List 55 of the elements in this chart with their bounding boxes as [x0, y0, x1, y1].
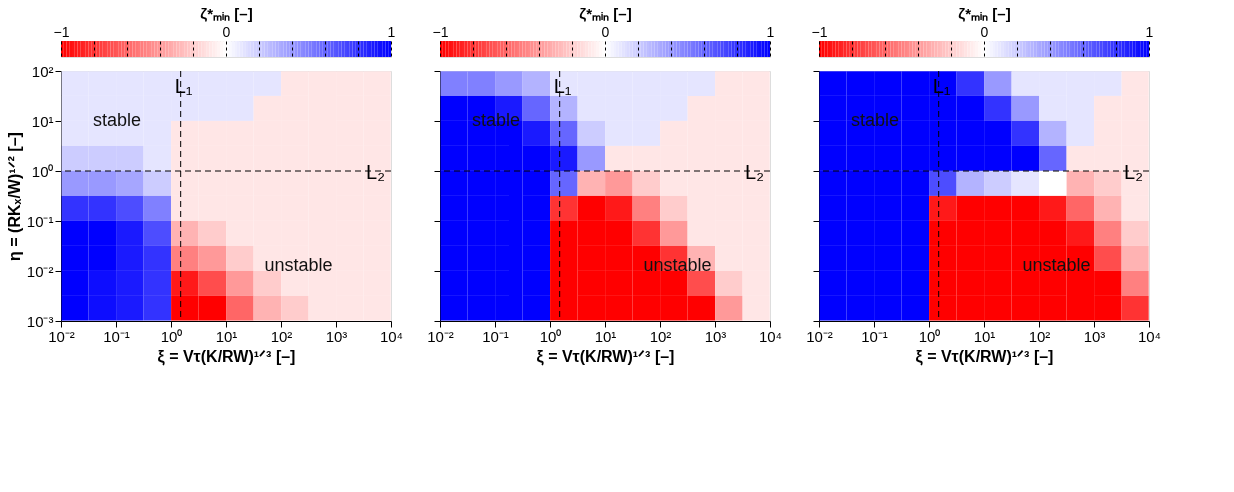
- color-bar-label: 1: [1145, 23, 1154, 40]
- annotation: unstable: [264, 255, 333, 275]
- x-axis-title: ξ = Vτ(K/RW)¹ᐟ³ [–]: [536, 347, 675, 366]
- color-bar-title: ζ*ₘᵢₙ [–]: [958, 4, 1011, 22]
- x-tick-label: 10⁻²: [806, 327, 833, 345]
- x-tick-label: 10⁰: [160, 327, 183, 345]
- color-bar-label: 0: [222, 23, 231, 40]
- color-bar-label: 1: [766, 23, 775, 40]
- x-tick-label: 10⁻¹: [103, 327, 130, 345]
- x-tick-label: 10⁻¹: [482, 327, 509, 345]
- x-tick-label: 10³: [325, 327, 348, 345]
- x-axis-title: ξ = Vτ(K/RW)¹ᐟ³ [–]: [157, 347, 296, 366]
- color-bar-label: 1: [387, 23, 396, 40]
- x-tick-label: 10⁰: [918, 327, 941, 345]
- ref-line-label: L₁: [174, 75, 193, 97]
- annotation: unstable: [1022, 255, 1091, 275]
- y-tick-label: 10⁻²: [26, 262, 54, 280]
- y-tick-label: 10⁻³: [26, 312, 54, 330]
- x-tick-label: 10⁻¹: [861, 327, 888, 345]
- annotation: stable: [472, 110, 521, 130]
- x-tick-label: 10⁴: [379, 327, 404, 345]
- annotation: stable: [93, 110, 142, 130]
- color-bar-label: 0: [980, 23, 989, 40]
- x-tick-label: 10⁻²: [48, 327, 75, 345]
- ref-line-label: L₁: [932, 75, 951, 97]
- ref-line-label: L₂: [745, 161, 764, 183]
- y-tick-label: 10²: [31, 62, 54, 80]
- y-tick-label: 10⁻¹: [26, 212, 54, 230]
- ref-line-label: L₁: [553, 75, 572, 97]
- x-tick-label: 10³: [704, 327, 727, 345]
- x-tick-label: 10⁴: [758, 327, 783, 345]
- x-tick-label: 10³: [1083, 327, 1106, 345]
- color-bar-label: 0: [601, 23, 610, 40]
- x-tick-label: 10⁰: [539, 327, 562, 345]
- x-tick-label: 10¹: [215, 327, 238, 345]
- x-axis-title: ξ = Vτ(K/RW)¹ᐟ³ [–]: [915, 347, 1054, 366]
- ref-line-label: L₂: [1124, 161, 1143, 183]
- x-tick-label: 10¹: [973, 327, 996, 345]
- y-tick-label: 10¹: [31, 112, 54, 130]
- x-tick-label: 10⁻²: [427, 327, 454, 345]
- y-tick-label: 10⁰: [31, 162, 54, 180]
- color-bar-label: −1: [53, 23, 70, 40]
- y-axis-title: η = (RKₓ/W)¹ᐟ² [–]: [5, 132, 23, 261]
- color-bar-label: −1: [811, 23, 828, 40]
- annotation: stable: [851, 110, 900, 130]
- color-bar-title: ζ*ₘᵢₙ [–]: [200, 4, 253, 22]
- x-tick-label: 10²: [270, 327, 293, 345]
- x-tick-label: 10²: [649, 327, 672, 345]
- ref-line-label: L₂: [366, 161, 385, 183]
- x-tick-label: 10⁴: [1137, 327, 1162, 345]
- x-tick-label: 10²: [1028, 327, 1051, 345]
- color-bar-label: −1: [432, 23, 449, 40]
- x-tick-label: 10¹: [594, 327, 617, 345]
- color-bar-title: ζ*ₘᵢₙ [–]: [579, 4, 632, 22]
- annotation: unstable: [643, 255, 712, 275]
